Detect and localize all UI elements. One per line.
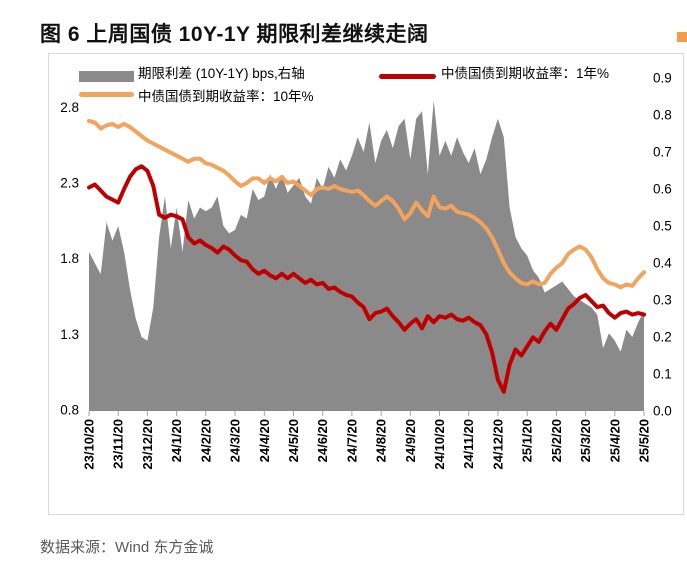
right-axis-label: 0.3 bbox=[653, 293, 672, 308]
right-axis-label: 0.5 bbox=[653, 219, 672, 234]
chart-svg: 23/10/20 23/11/20 23/12/20 24/1/20 24/2/20 24… bbox=[60, 71, 672, 470]
data-source: 数据来源：Wind 东方金诚 bbox=[40, 539, 214, 556]
x-axis-label: 24/7/20 bbox=[344, 419, 359, 462]
right-axis-label: 0.2 bbox=[653, 330, 672, 345]
yield-1y-line-series bbox=[87, 164, 646, 394]
x-axis-label: 25/3/20 bbox=[578, 419, 593, 462]
legend-swatch-1y bbox=[379, 74, 436, 79]
x-axis-label: 24/10/20 bbox=[432, 419, 447, 470]
corner-accent bbox=[677, 32, 687, 42]
x-axis-label: 23/10/20 bbox=[82, 419, 97, 470]
x-axis-label: 24/5/20 bbox=[286, 419, 301, 462]
right-axis-label: 0.1 bbox=[653, 367, 672, 382]
x-axis-label: 24/1/20 bbox=[169, 419, 184, 462]
x-axis-label: 24/4/20 bbox=[257, 419, 272, 462]
x-axis-label: 25/1/20 bbox=[520, 419, 535, 462]
legend-swatch-10y bbox=[79, 92, 134, 97]
spread-area-series bbox=[89, 100, 644, 411]
x-axis-label: 23/11/20 bbox=[111, 419, 126, 469]
right-axis-label: 0.8 bbox=[653, 108, 672, 123]
x-axis-label: 24/12/20 bbox=[490, 419, 505, 470]
left-axis-label: 1.8 bbox=[60, 251, 79, 266]
legend-label-1y: 中债国债到期收益率：1年% bbox=[441, 66, 610, 81]
legend-swatch-spread bbox=[79, 71, 134, 82]
figure-title: 图 6 上周国债 10Y-1Y 期限利差继续走阔 bbox=[40, 23, 429, 46]
x-axis-label: 24/8/20 bbox=[374, 419, 389, 462]
left-axis-label: 1.3 bbox=[60, 327, 79, 342]
left-axis-label: 0.8 bbox=[60, 403, 79, 418]
x-axis-label: 25/4/20 bbox=[607, 419, 622, 462]
left-axis-label: 2.3 bbox=[60, 176, 79, 191]
right-axis-label: 0.6 bbox=[653, 182, 672, 197]
x-axis-label: 23/12/20 bbox=[140, 419, 155, 470]
x-axis-label: 24/6/20 bbox=[315, 419, 330, 462]
legend-label-spread: 期限利差 (10Y-1Y) bps,右轴 bbox=[138, 66, 305, 81]
x-axis-label: 25/5/20 bbox=[637, 419, 652, 462]
right-axis-label: 0.4 bbox=[653, 256, 672, 271]
chart-container: 23/10/20 23/11/20 23/12/20 24/1/20 24/2/20 24… bbox=[48, 53, 684, 515]
legend-label-10y: 中债国债到期收益率：10年% bbox=[138, 89, 314, 104]
x-axis-label: 24/2/20 bbox=[198, 419, 213, 462]
left-axis-label: 2.8 bbox=[60, 100, 79, 115]
x-axis-label: 24/9/20 bbox=[403, 419, 418, 462]
x-axis-label: 24/3/20 bbox=[228, 419, 243, 462]
right-axis-label: 0.7 bbox=[653, 145, 672, 160]
x-axis-label: 24/11/20 bbox=[461, 419, 476, 469]
x-axis-label: 25/2/20 bbox=[549, 419, 564, 462]
yield-10y-line-series bbox=[87, 118, 646, 290]
right-axis-label: 0.9 bbox=[653, 71, 672, 86]
right-axis-label: 0.0 bbox=[653, 404, 672, 419]
